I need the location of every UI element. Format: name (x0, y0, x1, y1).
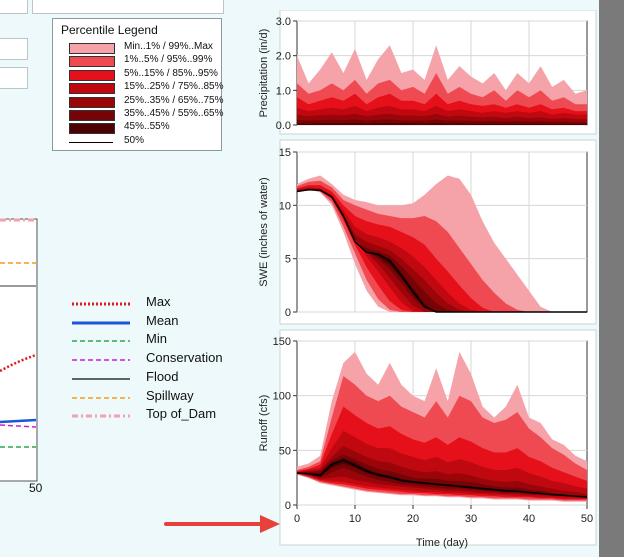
percentile-legend-swatch (69, 43, 115, 54)
x-tick-label: 0 (294, 513, 300, 525)
y-tick-label: 0 (285, 307, 291, 319)
series-legend-line (72, 321, 130, 325)
percentile-legend-title: Percentile Legend (61, 23, 158, 37)
top-left-field-1[interactable] (0, 0, 28, 14)
input-field-row-2[interactable] (0, 67, 28, 89)
series-legend-label: Conservation (146, 350, 223, 366)
percentile-band (297, 446, 587, 498)
percentile-legend-swatch (69, 69, 115, 81)
percentile-legend-swatch (69, 141, 113, 143)
percentile-legend-label: 5%..15% / 85%..95% (124, 67, 218, 79)
y-axis-label: Precipitation (in/d) (258, 29, 270, 118)
annotation-arrow (164, 515, 280, 533)
percentile-legend-swatch (69, 83, 115, 95)
percentile-charts: 0.0 1.0 2.0 3.0 Precipitation (in/d) 0 5 10 15 SW… (258, 10, 597, 549)
median-line (296, 188, 587, 313)
x-tick-label: 20 (407, 513, 419, 525)
y-tick-label: 0 (285, 500, 291, 512)
y-tick-label: 0.0 (276, 120, 291, 132)
percentile-legend-label: 50% (124, 134, 145, 146)
y-axis-label: Runoff (cfs) (258, 395, 270, 452)
left-chart-conservation-line (0, 424, 37, 428)
left-chart-x-tick-50: 50 (29, 481, 43, 495)
y-tick-label: 50 (279, 445, 291, 457)
percentile-legend-label: 45%..55% (124, 121, 170, 133)
percentile-legend-swatch (69, 96, 115, 108)
percentile-band (297, 122, 587, 125)
percentile-legend-swatch (69, 123, 115, 135)
y-tick-label: 5 (285, 254, 291, 266)
left-chart-plot-area (0, 218, 38, 482)
percentile-legend: Percentile Legend Min..1% / 99%..Max 1%..… (52, 18, 224, 151)
percentile-band (297, 180, 587, 312)
percentile-legend-swatch (69, 110, 115, 121)
series-legend-label: Spillway (146, 387, 194, 403)
series-legend-line (72, 396, 130, 399)
y-tick-label: 3.0 (276, 16, 291, 28)
y-tick-label: 2.0 (276, 51, 291, 63)
series-legend-line (72, 340, 130, 343)
percentile-legend-label: 35%..45% / 55%..65% (124, 108, 224, 119)
series-legend-label: Flood (146, 368, 179, 384)
median-line (296, 459, 588, 498)
percentile-legend-label: 15%..25% / 75%..85% (124, 81, 224, 93)
series-legend-line (72, 414, 130, 418)
series-legend-line (72, 302, 130, 306)
y-tick-label: 15 (279, 147, 291, 159)
series-legend-label: Min (146, 331, 167, 347)
y-tick-label: 1.0 (276, 85, 291, 97)
y-tick-label: 10 (279, 200, 291, 212)
series-legend-label: Top of_Dam (146, 406, 217, 422)
series-legend-line (72, 378, 130, 380)
left-reservoir-chart (0, 218, 38, 482)
x-axis-label: Time (day) (416, 537, 468, 549)
series-legend-line (72, 359, 130, 361)
input-field-row-1[interactable] (0, 38, 28, 60)
percentile-legend-label: 1%..5% / 95%..99% (124, 54, 213, 66)
series-legend-label: Max (146, 294, 171, 309)
percentile-legend-label: 25%..35% / 65%..75% (124, 94, 224, 106)
percentile-band (297, 454, 587, 497)
y-axis-label: SWE (inches of water) (258, 177, 270, 286)
left-chart-mean-line (0, 418, 37, 424)
x-tick-label: 40 (523, 513, 535, 525)
y-tick-label: 150 (273, 336, 291, 348)
x-tick-label: 10 (349, 513, 361, 525)
percentile-legend-label: Min..1% / 99%..Max (124, 41, 213, 52)
x-tick-label: 50 (581, 513, 593, 525)
y-tick-label: 100 (273, 391, 291, 403)
x-tick-label: 30 (465, 513, 477, 525)
percentile-legend-swatch (69, 56, 115, 68)
window-scrollbar[interactable] (599, 0, 624, 557)
left-chart-max-line (0, 353, 37, 373)
percentile-band (297, 187, 587, 312)
series-legend-label: Mean (146, 312, 179, 328)
top-left-field-2[interactable] (32, 0, 224, 14)
